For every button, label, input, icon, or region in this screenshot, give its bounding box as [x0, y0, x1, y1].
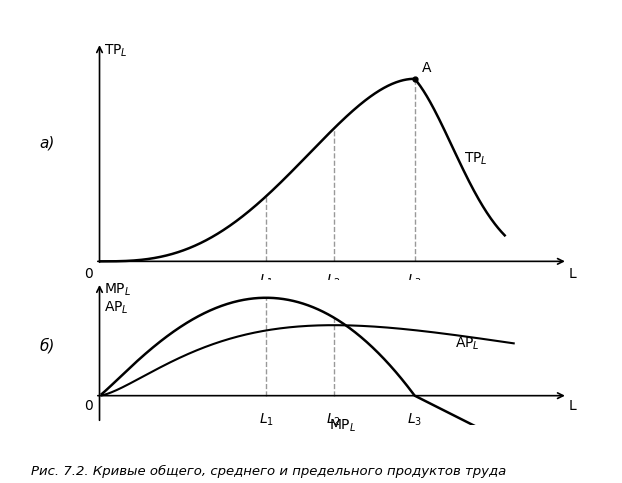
Text: L: L — [569, 398, 576, 412]
Text: 0: 0 — [84, 267, 93, 281]
Text: TP$_L$: TP$_L$ — [464, 151, 488, 167]
Text: $L_3$: $L_3$ — [407, 272, 422, 289]
Text: $L_1$: $L_1$ — [259, 412, 274, 428]
Text: MP$_L$: MP$_L$ — [104, 282, 131, 298]
Text: L: L — [569, 267, 576, 281]
Text: $L_2$: $L_2$ — [326, 272, 341, 289]
Text: TP$_L$: TP$_L$ — [104, 43, 128, 59]
Text: $L_2$: $L_2$ — [326, 412, 341, 428]
Text: $L_3$: $L_3$ — [407, 412, 422, 428]
Text: AP$_L$: AP$_L$ — [104, 300, 129, 316]
Text: 0: 0 — [84, 398, 93, 412]
Text: AP$_L$: AP$_L$ — [455, 336, 480, 352]
Text: MP$_L$: MP$_L$ — [329, 417, 356, 434]
Text: $L_1$: $L_1$ — [259, 272, 274, 289]
Text: а): а) — [40, 135, 55, 151]
Text: A: A — [422, 61, 431, 75]
Text: б): б) — [40, 338, 55, 353]
Text: Рис. 7.2. Кривые общего, среднего и предельного продуктов труда: Рис. 7.2. Кривые общего, среднего и пред… — [31, 465, 506, 478]
